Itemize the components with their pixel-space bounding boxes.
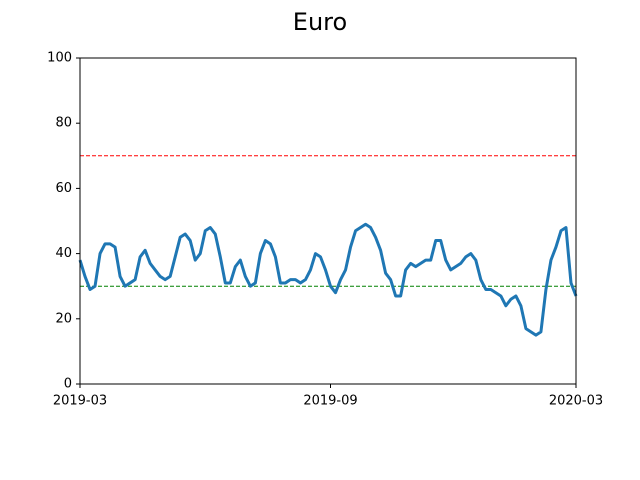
y-tick-label: 0: [64, 377, 72, 392]
x-tick-label: 2019-09: [303, 394, 357, 409]
line-series: [78, 222, 578, 337]
x-tick-label: 2020-03: [549, 394, 603, 409]
y-tick-label: 80: [55, 116, 72, 131]
y-tick-label: 20: [55, 311, 72, 326]
chart-title: Euro: [293, 8, 347, 36]
y-tick-label: 100: [47, 51, 72, 66]
y-tick-label: 40: [55, 246, 72, 261]
x-tick-label: 2019-03: [53, 394, 107, 409]
plot-frame: [79, 57, 577, 385]
y-tick-label: 60: [55, 181, 72, 196]
